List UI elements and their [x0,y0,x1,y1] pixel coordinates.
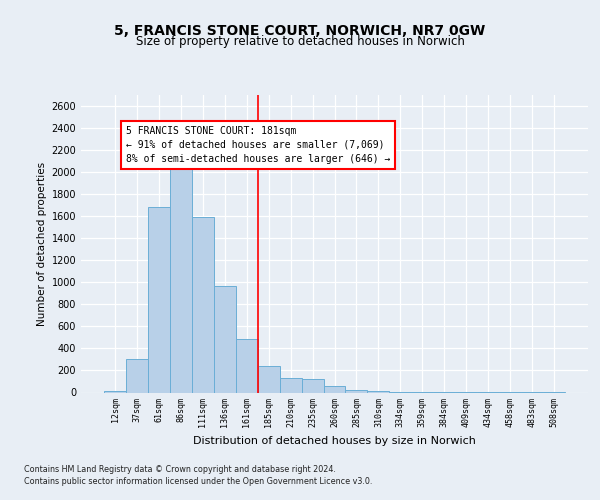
Bar [302,380,323,392]
Bar [346,390,367,392]
Text: Contains public sector information licensed under the Open Government Licence v3: Contains public sector information licen… [24,476,373,486]
Bar [192,218,214,392]
Bar [236,338,257,392]
Text: Size of property relative to detached houses in Norwich: Size of property relative to detached ho… [136,36,464,49]
Text: 5 FRANCIS STONE COURT: 181sqm
← 91% of detached houses are smaller (7,069)
8% of: 5 FRANCIS STONE COURT: 181sqm ← 91% of d… [126,126,391,164]
Text: 5, FRANCIS STONE COURT, NORWICH, NR7 0GW: 5, FRANCIS STONE COURT, NORWICH, NR7 0GW [115,24,485,38]
Y-axis label: Number of detached properties: Number of detached properties [37,162,47,326]
Bar [104,391,126,392]
Text: Contains HM Land Registry data © Crown copyright and database right 2024.: Contains HM Land Registry data © Crown c… [24,466,336,474]
Bar [148,208,170,392]
Bar [126,360,148,392]
Bar [170,156,192,392]
Bar [257,366,280,392]
Bar [214,286,236,393]
Bar [280,378,302,392]
Bar [323,386,346,392]
X-axis label: Distribution of detached houses by size in Norwich: Distribution of detached houses by size … [193,436,476,446]
